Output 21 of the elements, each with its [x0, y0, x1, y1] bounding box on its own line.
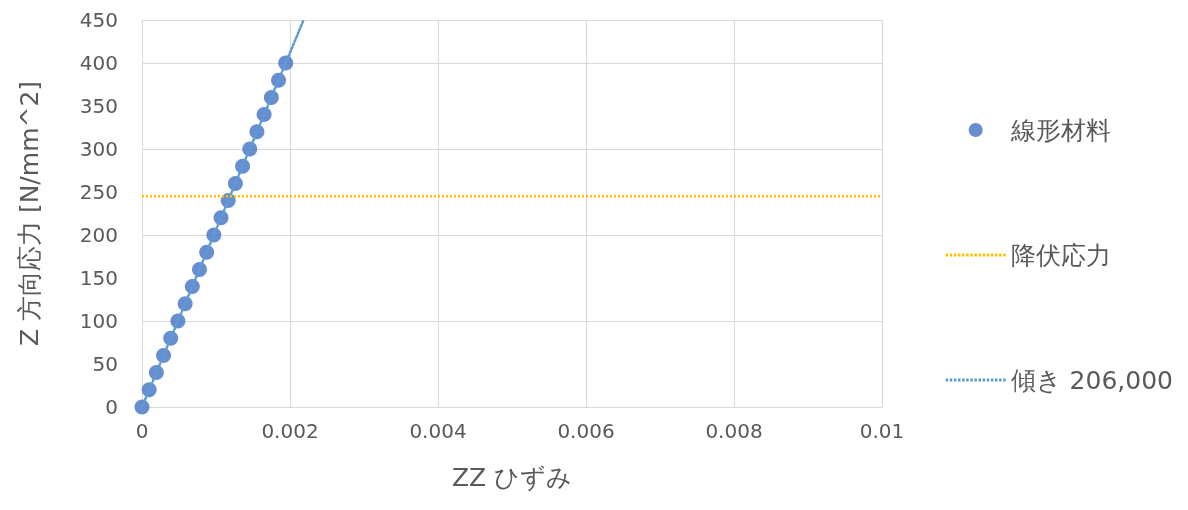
- y-tick-label: 100: [79, 309, 118, 333]
- y-tick-label: 300: [79, 137, 118, 161]
- legend-label: 傾き 206,000: [1010, 365, 1173, 395]
- y-tick-label: 350: [79, 94, 118, 118]
- x-tick-label: 0.008: [705, 419, 763, 443]
- x-tick-label: 0: [135, 419, 149, 443]
- x-tick-label: 0.01: [859, 419, 905, 443]
- y-tick-label: 250: [79, 180, 118, 204]
- x-tick-label: 0.004: [409, 419, 467, 443]
- x-tick-label: 0.002: [261, 419, 319, 443]
- x-axis-title: ZZ ひずみ: [451, 463, 573, 492]
- legend-label: 降伏応力: [1010, 240, 1111, 270]
- y-tick-label: 0: [105, 395, 118, 419]
- y-tick-label: 150: [79, 266, 118, 290]
- x-tick-label: 0.006: [557, 419, 615, 443]
- y-tick-label: 200: [79, 223, 118, 247]
- y-tick-label: 400: [79, 51, 118, 75]
- y-tick-label: 450: [79, 8, 118, 32]
- legend-label: 線形材料: [1009, 115, 1111, 145]
- y-axis-title: Z 方向応力 [N/mm^2]: [15, 80, 44, 347]
- y-tick-label: 50: [92, 352, 118, 376]
